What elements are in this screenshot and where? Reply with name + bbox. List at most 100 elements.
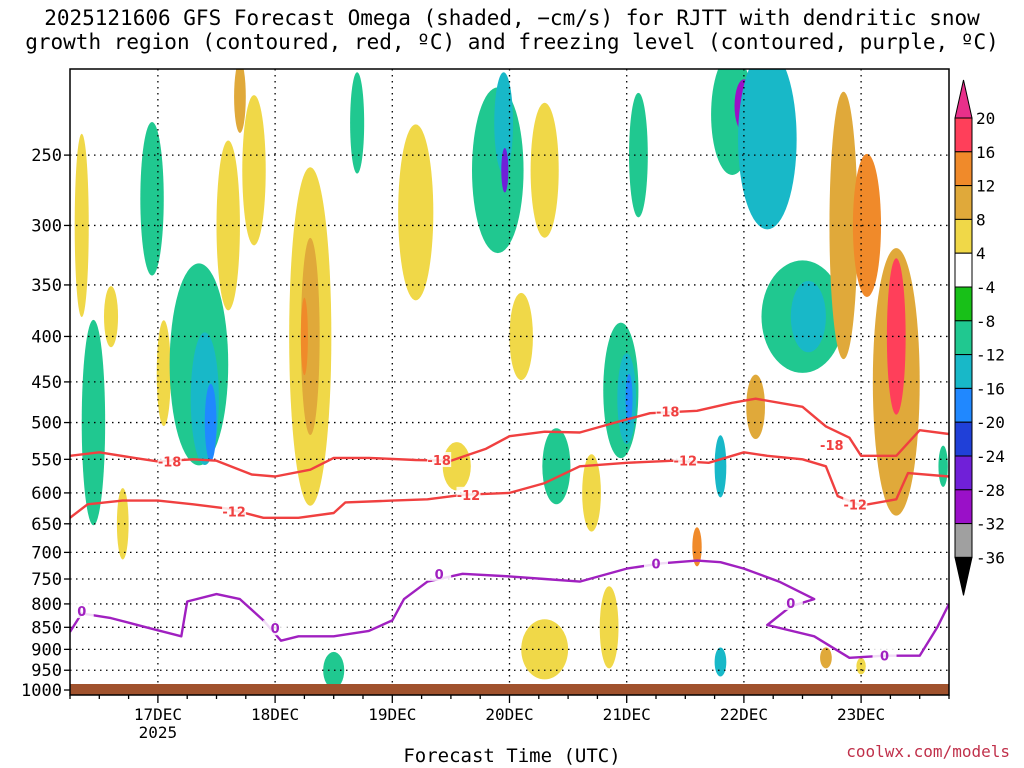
y-tick-label-750: 750 — [31, 570, 62, 590]
contour-label-bg — [427, 565, 452, 581]
omega-region-46 — [103, 286, 119, 348]
y-axis: 2503003504004505005506006507007508008509… — [21, 146, 70, 701]
contour-label-bg — [263, 620, 288, 636]
omega-region-42 — [886, 258, 906, 415]
colorbar-label: -8 — [976, 312, 995, 331]
x-tick-label-20: 20DEC — [485, 705, 533, 724]
contour-label-bg — [644, 555, 668, 571]
y-tick-label-850: 850 — [31, 618, 62, 638]
contour-label: -18 — [820, 439, 844, 454]
omega-region-24 — [582, 454, 601, 532]
omega-region-19 — [494, 72, 514, 174]
contour-label-bg — [872, 647, 897, 663]
contour-label-bg — [819, 437, 844, 453]
y-tick-label-650: 650 — [31, 515, 62, 535]
colorbar-segment — [954, 117, 973, 153]
colorbar-label: -20 — [976, 413, 1005, 432]
colorbar-label: -28 — [976, 481, 1005, 500]
colorbar-label: 20 — [976, 109, 995, 128]
chart-title-line-2: growth region (contoured, red, ºC) and f… — [25, 30, 999, 54]
colorbar-label: 4 — [976, 244, 986, 263]
colorbar-bottom-cap — [954, 556, 973, 596]
omega-shading — [74, 69, 948, 689]
contour-label: -18 — [656, 406, 680, 421]
y-tick-label-700: 700 — [31, 543, 62, 563]
colorbar-segment — [954, 455, 973, 491]
colorbar-label: -36 — [976, 548, 1005, 567]
contour-label: -12 — [222, 506, 246, 521]
colorbar-top-cap — [954, 79, 973, 119]
y-tick-label-400: 400 — [31, 327, 62, 347]
colorbar-label: 8 — [976, 210, 986, 229]
y-tick-label-800: 800 — [31, 595, 62, 615]
x-tick-label-18: 18DEC — [251, 705, 299, 724]
contour-label: 0 — [271, 622, 280, 637]
omega-region-22 — [542, 428, 571, 505]
contours: -18 -18 -18 -18 -12 -12 -12 -12 0 0 0 0 0 0 — [70, 397, 949, 665]
contour-label: 0 — [435, 568, 444, 583]
omega-region-17 — [398, 124, 434, 301]
colorbar-segment — [954, 185, 973, 220]
y-tick-label-900: 900 — [31, 640, 62, 660]
omega-region-10 — [242, 95, 266, 246]
omega-region-0 — [81, 319, 106, 526]
omega-region-7 — [204, 383, 217, 462]
contour-label-bg — [655, 403, 680, 419]
x-tick-label-17: 17DEC — [134, 705, 182, 724]
omega-region-36 — [746, 374, 765, 440]
chart-title-line-1: 2025121606 GFS Forecast Omega (shaded, −… — [44, 6, 980, 30]
colorbar-label: -12 — [976, 346, 1005, 365]
x-tick-label-22: 22DEC — [720, 705, 768, 724]
contour-label: -18 — [158, 455, 182, 470]
colorbar-segment — [954, 252, 973, 288]
omega-region-32 — [714, 647, 727, 677]
contour-label-bg — [222, 503, 247, 519]
colorbar-segment — [954, 151, 973, 187]
omega-region-40 — [852, 153, 882, 298]
colorbar-segment — [954, 286, 973, 322]
omega-region-29 — [599, 586, 619, 669]
x-tick-label-19: 19DEC — [368, 705, 416, 724]
omega-region-16 — [350, 72, 365, 174]
contour-label: -12 — [674, 455, 698, 470]
contour--12 — [70, 451, 949, 519]
y-tick-label-1000: 1000 — [21, 681, 62, 701]
contour-label: -12 — [843, 498, 867, 513]
y-tick-label-550: 550 — [31, 450, 62, 470]
omega-region-1 — [74, 133, 89, 318]
colorbar-segment — [954, 489, 973, 525]
omega-region-8 — [216, 140, 240, 311]
x-tick-sublabel: 2025 — [139, 723, 178, 742]
omega-region-38 — [790, 281, 826, 353]
contour-label-bg — [456, 486, 481, 502]
omega-region-21 — [530, 102, 559, 238]
y-tick-label-350: 350 — [31, 276, 62, 296]
colorbar-label: -24 — [976, 447, 1005, 466]
x-tick-label-21: 21DEC — [603, 705, 651, 724]
omega-region-28 — [629, 92, 648, 218]
y-tick-label-950: 950 — [31, 661, 62, 681]
contour-label-bg — [778, 594, 803, 610]
contour-label-bg — [427, 452, 452, 468]
colorbar-segment — [954, 218, 973, 254]
contour--18 — [70, 397, 949, 478]
colorbar-segment — [954, 354, 973, 389]
omega-region-30 — [692, 527, 702, 567]
y-tick-label-500: 500 — [31, 414, 62, 434]
y-tick-label-450: 450 — [31, 373, 62, 393]
colorbar-label: -32 — [976, 515, 1005, 534]
colorbar: 20 16 12 8 4 -4 -8 -12 -16 -20 -24 -28 -32 -36 — [954, 79, 1005, 596]
y-tick-label-250: 250 — [31, 146, 62, 166]
omega-region-44 — [820, 647, 832, 669]
colorbar-segment — [954, 387, 973, 423]
omega-region-39 — [829, 91, 858, 360]
omega-region-3 — [140, 122, 164, 276]
contour-label: 0 — [651, 557, 660, 572]
omega-region-9 — [234, 69, 246, 133]
contour-label: 0 — [77, 605, 86, 620]
colorbar-segment — [954, 523, 973, 558]
omega-region-35 — [738, 69, 797, 230]
omega-region-15 — [323, 651, 345, 689]
